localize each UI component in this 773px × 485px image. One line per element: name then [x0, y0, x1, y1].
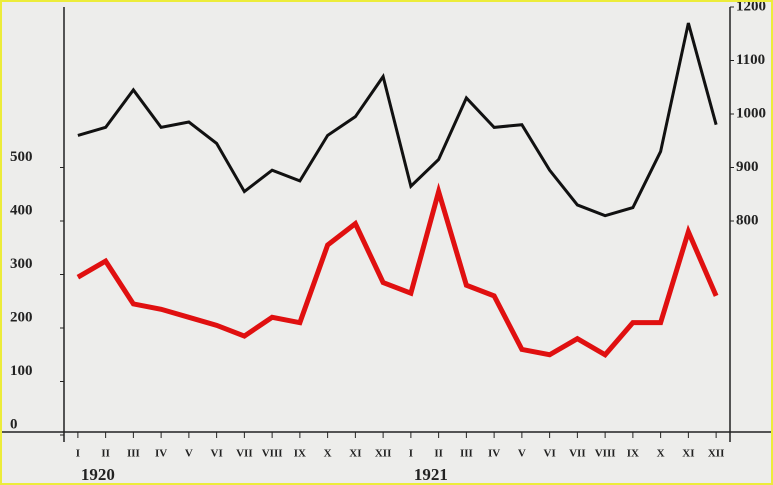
year-label: 1920	[81, 465, 115, 483]
x-tick-label: VII	[569, 448, 586, 460]
x-tick-label: VII	[236, 448, 253, 460]
x-tick-label: VIII	[262, 448, 283, 460]
series-line	[77, 22, 718, 218]
y2-tick-label: 800	[736, 212, 759, 228]
y-tick-label: 400	[10, 202, 33, 218]
y2-tick-label: 1200	[736, 2, 766, 14]
x-tick-label: VI	[211, 448, 223, 460]
x-tick-label: VIII	[595, 448, 616, 460]
x-tick-label: X	[657, 448, 665, 460]
y-tick-label: 300	[10, 256, 33, 272]
series-line	[76, 182, 719, 358]
x-tick-label: XI	[349, 448, 361, 460]
y-tick-label: 500	[10, 149, 33, 165]
x-tick-label: X	[324, 448, 332, 460]
x-tick-label: V	[185, 448, 193, 460]
x-tick-label: II	[434, 448, 443, 460]
x-tick-label: III	[460, 448, 473, 460]
y-tick-label: 0	[10, 416, 18, 432]
y2-tick-label: 1100	[736, 52, 765, 68]
x-tick-label: IX	[294, 448, 306, 460]
x-tick-label: IV	[155, 448, 167, 460]
x-tick-label: III	[127, 448, 140, 460]
x-tick-label: I	[409, 448, 413, 460]
x-tick-label: XI	[682, 448, 694, 460]
y2-tick-label: 1000	[736, 105, 766, 121]
x-tick-label: XII	[708, 448, 725, 460]
y-tick-label: 100	[10, 363, 33, 379]
x-tick-label: IV	[488, 448, 500, 460]
x-tick-label: I	[76, 448, 80, 460]
x-tick-label: XII	[375, 448, 392, 460]
x-tick-label: IX	[627, 448, 639, 460]
y-tick-label: 200	[10, 309, 33, 325]
y2-tick-label: 900	[736, 159, 759, 175]
x-tick-label: V	[518, 448, 526, 460]
x-tick-label: II	[101, 448, 110, 460]
year-label: 1921	[414, 465, 448, 483]
x-tick-label: VI	[544, 448, 556, 460]
